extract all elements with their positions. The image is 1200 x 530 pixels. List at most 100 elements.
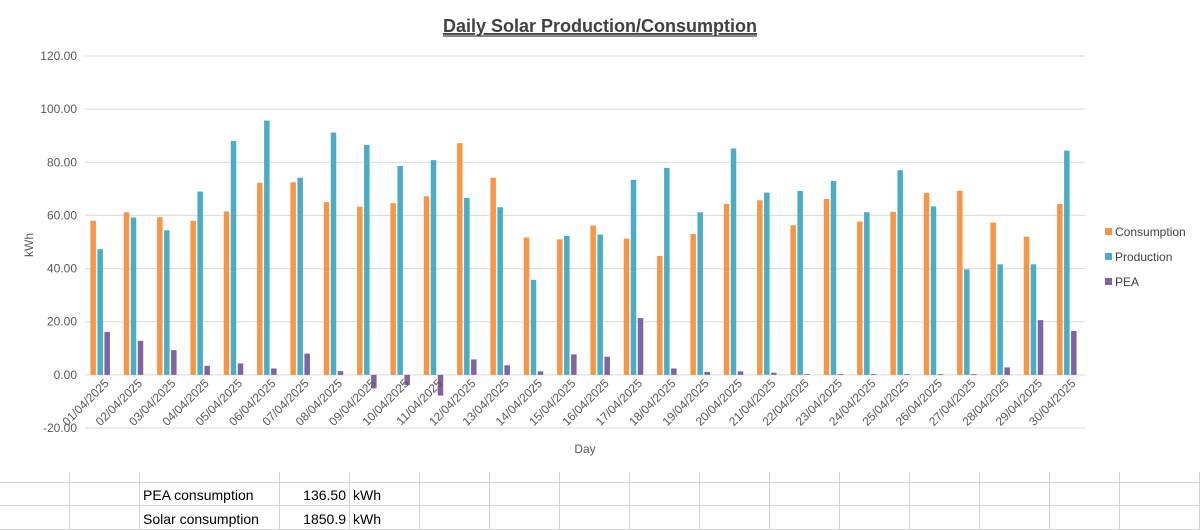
sheet-cell[interactable]	[770, 472, 840, 483]
bar-consumption[interactable]	[457, 143, 463, 375]
bar-pea[interactable]	[837, 374, 844, 375]
sheet-cell[interactable]	[1120, 506, 1200, 530]
bar-pea[interactable]	[1037, 320, 1044, 375]
bar-production[interactable]	[430, 160, 437, 375]
bar-production[interactable]	[464, 197, 470, 375]
sheet-cell[interactable]	[70, 483, 140, 506]
bar-consumption[interactable]	[723, 204, 730, 375]
bar-production[interactable]	[230, 141, 237, 375]
sheet-cell[interactable]	[490, 506, 560, 530]
pea-consumption-unit[interactable]: kWh	[350, 483, 420, 506]
bar-pea[interactable]	[471, 359, 477, 375]
bar-consumption[interactable]	[157, 217, 163, 375]
solar-consumption-value[interactable]: 1850.9	[280, 506, 350, 530]
sheet-cell[interactable]	[280, 472, 350, 483]
bar-consumption[interactable]	[690, 234, 696, 375]
bar-production[interactable]	[164, 230, 170, 375]
sheet-cell[interactable]	[910, 483, 980, 506]
sheet-cell[interactable]	[70, 472, 140, 483]
bar-consumption[interactable]	[90, 220, 96, 375]
bar-consumption[interactable]	[757, 200, 763, 375]
bar-pea[interactable]	[537, 371, 544, 375]
sheet-cell[interactable]	[910, 506, 980, 530]
bar-consumption[interactable]	[1023, 236, 1030, 375]
sheet-cell[interactable]	[490, 483, 560, 506]
sheet-cell[interactable]	[560, 472, 630, 483]
bar-consumption[interactable]	[290, 182, 296, 375]
bar-production[interactable]	[397, 166, 403, 375]
bar-pea[interactable]	[1004, 367, 1010, 375]
sheet-cell[interactable]	[140, 472, 280, 483]
bar-consumption[interactable]	[990, 222, 996, 375]
bar-pea[interactable]	[771, 372, 777, 375]
sheet-cell[interactable]	[1050, 483, 1120, 506]
bar-pea[interactable]	[104, 331, 110, 375]
solar-consumption-unit[interactable]: kWh	[350, 506, 420, 530]
sheet-cell[interactable]	[630, 483, 700, 506]
sheet-cell[interactable]	[560, 483, 630, 506]
bar-consumption[interactable]	[423, 196, 430, 375]
bar-consumption[interactable]	[1057, 204, 1063, 375]
sheet-cell[interactable]	[700, 506, 770, 530]
sheet-cell[interactable]	[1120, 472, 1200, 483]
bar-pea[interactable]	[237, 363, 244, 375]
bar-production[interactable]	[864, 212, 870, 375]
bar-consumption[interactable]	[123, 212, 130, 375]
bar-pea[interactable]	[137, 340, 144, 375]
bar-production[interactable]	[697, 212, 703, 375]
bar-consumption[interactable]	[390, 203, 396, 375]
sheet-cell[interactable]	[420, 506, 490, 530]
bar-consumption[interactable]	[657, 255, 663, 375]
pea-consumption-label[interactable]: PEA consumption	[140, 483, 280, 506]
bar-consumption[interactable]	[523, 237, 530, 375]
bar-consumption[interactable]	[557, 239, 563, 375]
bar-consumption[interactable]	[890, 211, 896, 375]
sheet-cell[interactable]	[630, 472, 700, 483]
sheet-cell[interactable]	[0, 506, 70, 530]
bar-pea[interactable]	[371, 374, 377, 389]
sheet-cell[interactable]	[1050, 506, 1120, 530]
sheet-cell[interactable]	[840, 506, 910, 530]
bar-production[interactable]	[130, 217, 137, 375]
bar-production[interactable]	[1030, 264, 1037, 375]
bar-pea[interactable]	[804, 374, 810, 375]
bar-production[interactable]	[597, 234, 603, 375]
bar-production[interactable]	[564, 235, 570, 375]
sheet-cell[interactable]	[770, 483, 840, 506]
bar-production[interactable]	[897, 170, 903, 375]
sheet-cell[interactable]	[700, 472, 770, 483]
bar-production[interactable]	[964, 269, 970, 375]
bar-production[interactable]	[764, 192, 770, 375]
bar-production[interactable]	[1064, 150, 1070, 375]
sheet-cell[interactable]	[700, 483, 770, 506]
sheet-cell[interactable]	[840, 472, 910, 483]
sheet-cell[interactable]	[1120, 483, 1200, 506]
bar-pea[interactable]	[604, 356, 610, 375]
sheet-cell[interactable]	[560, 506, 630, 530]
bar-consumption[interactable]	[323, 202, 330, 375]
bar-production[interactable]	[664, 167, 670, 375]
bar-production[interactable]	[497, 207, 503, 375]
bar-pea[interactable]	[271, 368, 277, 375]
bar-pea[interactable]	[571, 354, 577, 375]
bar-consumption[interactable]	[923, 192, 930, 375]
solar-consumption-label[interactable]: Solar consumption	[140, 506, 280, 530]
bar-pea[interactable]	[937, 374, 944, 375]
sheet-cell[interactable]	[910, 472, 980, 483]
bar-consumption[interactable]	[823, 198, 830, 375]
sheet-cell[interactable]	[980, 472, 1050, 483]
bar-pea[interactable]	[337, 371, 344, 375]
sheet-cell[interactable]	[350, 472, 420, 483]
bar-pea[interactable]	[504, 365, 510, 375]
bar-consumption[interactable]	[490, 177, 496, 375]
bar-production[interactable]	[797, 190, 803, 375]
spreadsheet-grid[interactable]: PEA consumption 136.50 kWh Solar consump…	[0, 472, 1200, 530]
sheet-cell[interactable]	[70, 506, 140, 530]
bar-production[interactable]	[297, 177, 303, 375]
bar-consumption[interactable]	[190, 220, 196, 375]
sheet-cell[interactable]	[420, 483, 490, 506]
bar-pea[interactable]	[404, 374, 410, 386]
bar-consumption[interactable]	[790, 225, 796, 375]
bar-consumption[interactable]	[957, 190, 963, 375]
sheet-cell[interactable]	[840, 483, 910, 506]
